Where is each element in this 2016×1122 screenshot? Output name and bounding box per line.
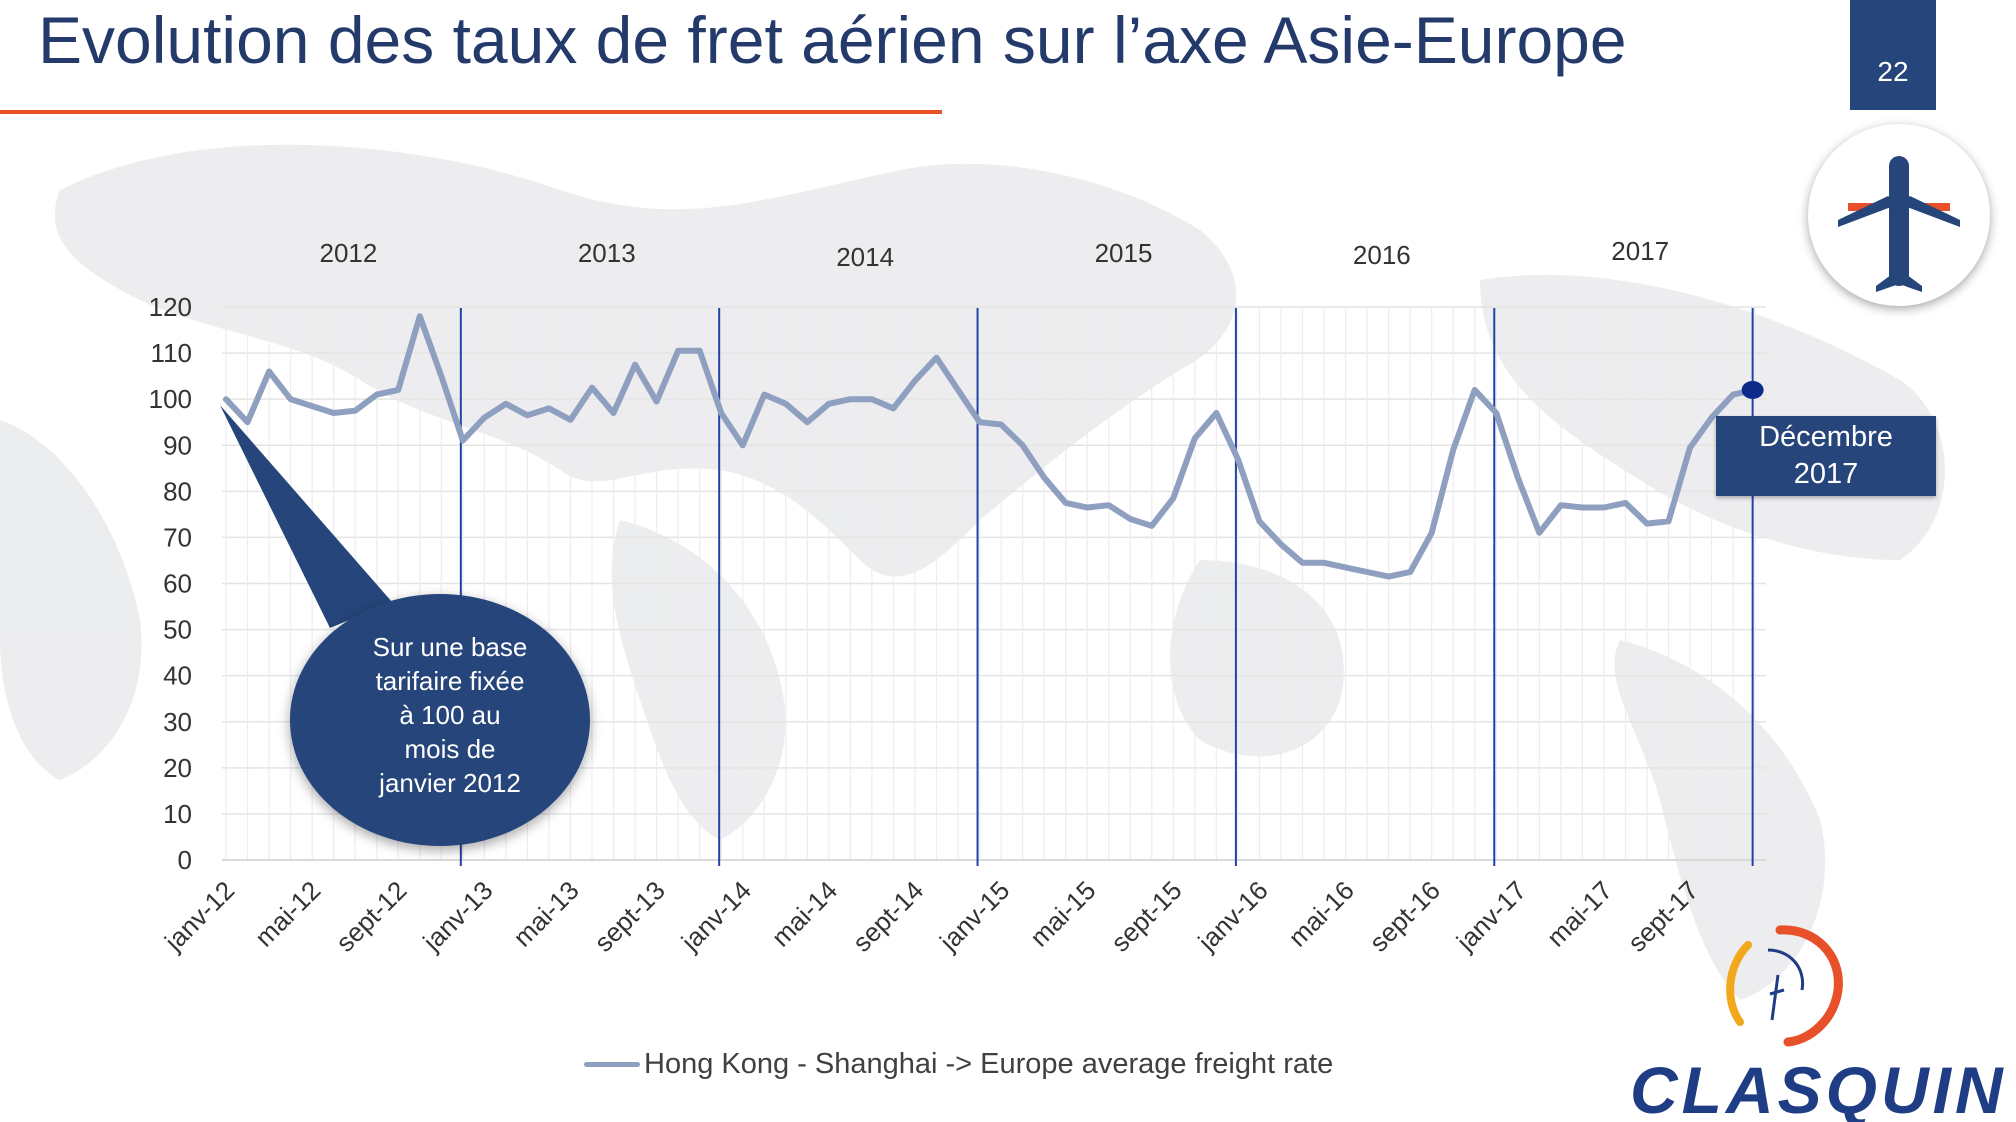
x-tick-label: sept-14 <box>847 875 930 958</box>
x-tick-label: sept-16 <box>1363 875 1446 958</box>
clasquin-swirl-icon <box>1726 925 1843 1047</box>
page-number: 22 <box>1850 0 1936 110</box>
y-tick-label: 60 <box>163 569 192 599</box>
y-tick-label: 90 <box>163 430 192 460</box>
callout-line: à 100 au <box>399 700 501 730</box>
x-tick-label: mai-14 <box>766 875 843 952</box>
x-tick-label: janv-13 <box>416 875 498 957</box>
end-point-label-month: Décembre <box>1759 421 1893 453</box>
year-label: 2016 <box>1353 240 1411 270</box>
chart-legend: Hong Kong - Shanghai -> Europe average f… <box>584 1046 1333 1082</box>
legend-label: Hong Kong - Shanghai -> Europe average f… <box>644 1047 1334 1080</box>
x-tick-label: mai-16 <box>1282 875 1359 952</box>
x-tick-label: sept-13 <box>588 875 671 958</box>
x-tick-label: sept-15 <box>1105 875 1188 958</box>
callout-line: tarifaire fixée <box>375 666 525 696</box>
year-label: 2014 <box>836 242 894 272</box>
x-tick-label: mai-15 <box>1024 875 1101 952</box>
y-tick-label: 50 <box>163 615 192 645</box>
y-tick-label: 120 <box>149 292 192 322</box>
y-tick-label: 0 <box>178 845 192 875</box>
legend-swatch <box>584 1061 640 1067</box>
y-tick-label: 110 <box>151 338 192 368</box>
title-underline <box>0 110 942 114</box>
clasquin-logo: CLASQUIN <box>1620 920 2016 1122</box>
series-layer <box>223 313 1758 580</box>
y-tick-label: 10 <box>163 799 192 829</box>
callout-line: Sur une base <box>372 632 528 662</box>
callout-line: mois de <box>404 734 496 764</box>
logo-wordmark: CLASQUIN <box>1630 1053 2007 1122</box>
callout-bubble-layer <box>220 405 590 846</box>
year-label: 2013 <box>578 238 636 268</box>
callout-pointer <box>220 405 392 628</box>
airplane-icon <box>1838 156 1960 292</box>
x-tick-label: mai-13 <box>507 875 584 952</box>
callout-bubble <box>290 594 590 846</box>
x-tick-label: mai-12 <box>249 875 326 952</box>
airplane-badge <box>1808 124 1990 306</box>
y-tick-label: 70 <box>163 522 192 552</box>
y-axis-tick-labels: 0 10 20 30 40 50 60 70 80 90 100 110 120 <box>149 292 192 875</box>
series-line <box>223 313 1758 580</box>
x-tick-label: janv-17 <box>1450 875 1532 957</box>
year-label: 2012 <box>319 238 377 268</box>
year-label: 2015 <box>1095 238 1153 268</box>
year-label: 2017 <box>1611 236 1669 266</box>
y-tick-label: 20 <box>163 753 192 783</box>
x-tick-label: sept-12 <box>330 875 413 958</box>
year-separators <box>459 308 1754 866</box>
highlight-marker-layer <box>1741 380 1764 399</box>
x-tick-label: mai-17 <box>1541 875 1618 952</box>
callout-text: Sur une base tarifaire fixée à 100 au mo… <box>300 630 600 800</box>
x-tick-label: janv-14 <box>675 875 757 957</box>
x-tick-label: janv-12 <box>158 875 240 957</box>
x-axis-tick-labels: janv-12 mai-12 sept-12 janv-13 mai-13 sept-13… <box>158 875 1704 958</box>
end-point-label: Décembre 2017 <box>1716 416 1936 496</box>
end-point-marker <box>1741 380 1764 399</box>
y-tick-label: 80 <box>163 476 192 506</box>
callout-line: janvier 2012 <box>379 768 521 798</box>
end-point-label-year: 2017 <box>1793 458 1859 490</box>
y-tick-label: 100 <box>149 384 192 414</box>
x-tick-label: janv-15 <box>933 875 1015 957</box>
x-tick-label: janv-16 <box>1191 875 1273 957</box>
y-tick-label: 40 <box>163 661 192 691</box>
year-labels: 2012 2013 2014 2015 2016 2017 <box>319 236 1669 272</box>
slide-title: Evolution des taux de fret aérien sur l’… <box>38 3 1627 77</box>
y-tick-label: 30 <box>163 707 192 737</box>
